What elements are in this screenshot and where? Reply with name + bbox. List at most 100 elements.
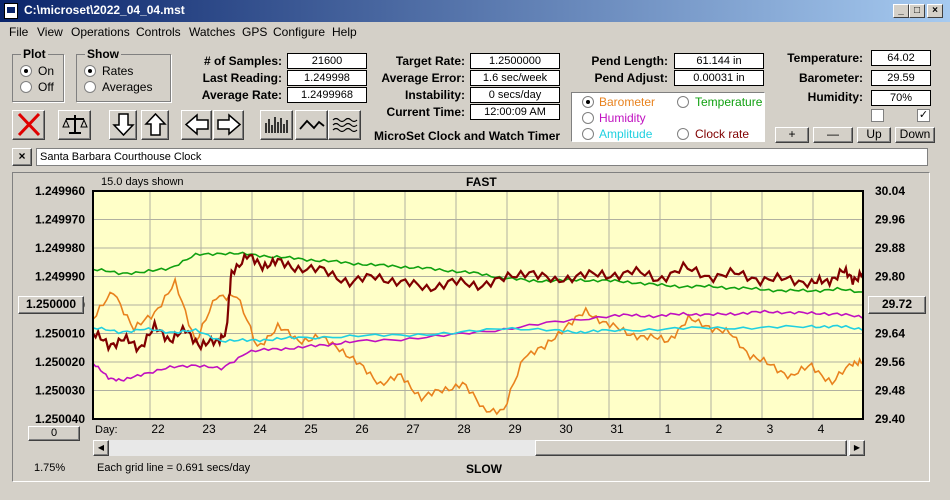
series-line-amplitude bbox=[92, 324, 864, 343]
x-tick-label: 25 bbox=[304, 422, 318, 436]
amplitude-radio[interactable] bbox=[582, 128, 594, 140]
right-marker-button[interactable]: 29.72 bbox=[868, 296, 926, 314]
x-tick-label: 26 bbox=[355, 422, 369, 436]
close-window-button[interactable]: × bbox=[927, 4, 943, 18]
center-value-button[interactable]: 1.250000 bbox=[18, 296, 84, 314]
show-rates-label: Rates bbox=[102, 64, 134, 78]
menu-help[interactable]: Help bbox=[332, 25, 357, 39]
humidity-option: Humidity bbox=[599, 111, 646, 125]
menu-gps[interactable]: GPS bbox=[242, 25, 268, 39]
chart-panel bbox=[12, 172, 930, 482]
right-arrow-button[interactable] bbox=[213, 110, 244, 140]
right-checkbox[interactable]: ✓ bbox=[917, 109, 930, 122]
clear-watch-button[interactable]: × bbox=[12, 148, 32, 166]
target-rate-label: Target Rate: bbox=[395, 54, 465, 68]
minimize-button[interactable]: _ bbox=[893, 4, 909, 18]
y-right-tick-label: 29.88 bbox=[875, 241, 905, 255]
balance-scale-icon bbox=[61, 115, 88, 134]
show-rates-radio[interactable] bbox=[84, 65, 96, 77]
bar-graph-icon bbox=[264, 117, 288, 133]
title-bar[interactable]: C:\microset\2022_04_04.mst _ □ × bbox=[0, 0, 950, 22]
y-left-tick-label: 1.250020 bbox=[35, 355, 85, 369]
samples-label: # of Samples: bbox=[203, 54, 282, 68]
y-left-tick-label: 1.249970 bbox=[35, 213, 85, 227]
bar-graph-button[interactable] bbox=[260, 110, 293, 140]
x-tick-label: 29 bbox=[508, 422, 522, 436]
y-right-tick-label: 29.56 bbox=[875, 355, 905, 369]
plot-border bbox=[92, 190, 864, 420]
pend-adjust-field: 0.00031 in bbox=[674, 70, 764, 86]
menu-controls[interactable]: Controls bbox=[136, 25, 181, 39]
line-graph-button[interactable] bbox=[295, 110, 328, 140]
offset-box[interactable]: 0 bbox=[28, 426, 80, 441]
day-prefix: Day: bbox=[95, 424, 118, 436]
series-line-barometer bbox=[92, 276, 864, 416]
balance-button[interactable] bbox=[58, 110, 91, 140]
right-arrow-icon bbox=[216, 113, 241, 136]
plot-on-radio[interactable] bbox=[20, 65, 32, 77]
menu-watches[interactable]: Watches bbox=[189, 25, 236, 39]
y-left-tick-label: 1.249990 bbox=[35, 270, 85, 284]
left-checkbox[interactable] bbox=[871, 109, 884, 122]
menu-view[interactable]: View bbox=[37, 25, 63, 39]
series-line-clock-rate bbox=[92, 252, 864, 354]
red-x-icon bbox=[17, 112, 40, 137]
last-reading-field: 1.249998 bbox=[287, 70, 367, 86]
humidity-field: 70% bbox=[871, 90, 931, 106]
menu-configure[interactable]: Configure bbox=[273, 25, 326, 39]
pend-adjust-label: Pend Adjust: bbox=[594, 71, 668, 85]
maximize-button[interactable]: □ bbox=[909, 4, 925, 18]
y-left-tick-label: 1.249980 bbox=[35, 241, 85, 255]
stop-button[interactable] bbox=[12, 110, 45, 140]
scale-up-button[interactable]: Up bbox=[857, 127, 891, 143]
menu-file[interactable]: File bbox=[9, 25, 29, 39]
horizontal-scrollbar[interactable]: ◀ ▶ bbox=[93, 440, 865, 456]
left-arrow-button[interactable] bbox=[181, 110, 212, 140]
y-right-tick-label: 30.04 bbox=[875, 184, 905, 198]
clock-rate-radio[interactable] bbox=[677, 128, 689, 140]
x-tick-label: 28 bbox=[457, 422, 471, 436]
last-reading-label: Last Reading: bbox=[202, 71, 282, 85]
barometer-radio[interactable] bbox=[582, 96, 594, 108]
y-right-tick-label: 29.96 bbox=[875, 213, 905, 227]
barometer-label: Barometer: bbox=[798, 71, 863, 85]
plot-off-radio[interactable] bbox=[20, 81, 32, 93]
y-left-tick-label: 1.250010 bbox=[35, 327, 85, 341]
x-tick-label: 23 bbox=[202, 422, 216, 436]
wave-graph-button[interactable] bbox=[328, 110, 361, 140]
menu-operations[interactable]: Operations bbox=[71, 25, 130, 39]
plot-group: Plot bbox=[12, 47, 64, 102]
x-tick-label: 27 bbox=[406, 422, 420, 436]
x-tick-label: 30 bbox=[559, 422, 573, 436]
menu-bar: File View Operations Controls Watches GP… bbox=[0, 22, 950, 42]
y-left-tick-label: 1.250040 bbox=[35, 412, 85, 426]
show-averages-radio[interactable] bbox=[84, 81, 96, 93]
amplitude-option: Amplitude bbox=[599, 127, 653, 141]
down-arrow-button[interactable] bbox=[109, 110, 137, 140]
days-shown-label: 15.0 days shown bbox=[101, 176, 184, 188]
humidity-radio[interactable] bbox=[582, 112, 594, 124]
scale-down-button[interactable]: Down bbox=[895, 127, 935, 143]
clock-rate-option: Clock rate bbox=[695, 127, 750, 141]
left-arrow-icon bbox=[184, 113, 209, 136]
app-caption: MicroSet Clock and Watch Timer bbox=[374, 129, 561, 143]
scroll-left-button[interactable]: ◀ bbox=[93, 440, 109, 456]
y-right-tick-label: 29.48 bbox=[875, 384, 905, 398]
current-time-label: Current Time: bbox=[386, 105, 465, 119]
watch-name-input[interactable]: Santa Barbara Courthouse Clock bbox=[36, 148, 928, 166]
scale-plus-button[interactable]: + bbox=[775, 127, 809, 143]
grid-note: Each grid line = 0.691 secs/day bbox=[97, 462, 251, 474]
plot-off-label: Off bbox=[38, 80, 54, 94]
temperature-radio[interactable] bbox=[677, 96, 689, 108]
percent-label: 1.75% bbox=[34, 462, 66, 474]
app-icon[interactable] bbox=[4, 3, 18, 19]
instability-label: Instability: bbox=[404, 88, 465, 102]
scroll-thumb[interactable] bbox=[535, 440, 847, 456]
plot-on-label: On bbox=[38, 64, 55, 78]
samples-field: 21600 bbox=[287, 53, 367, 69]
scale-minus-button[interactable]: — bbox=[813, 127, 853, 143]
up-arrow-button[interactable] bbox=[141, 110, 169, 140]
x-tick-label: 3 bbox=[767, 422, 774, 436]
x-tick-label: 24 bbox=[253, 422, 267, 436]
scroll-right-button[interactable]: ▶ bbox=[849, 440, 865, 456]
